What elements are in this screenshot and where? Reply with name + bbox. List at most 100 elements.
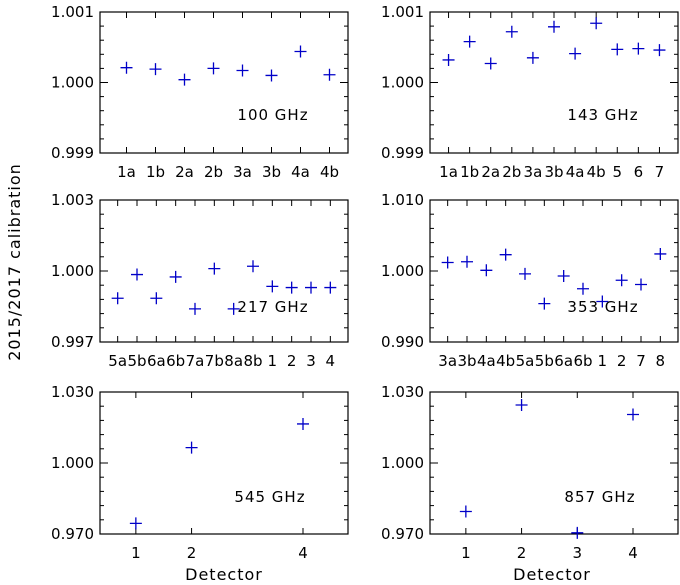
panel-100-ghz: 0.999 1.000 1.001 1a 1b 2a 2b 3a 3b 4a 4b 100 GHz	[51, 3, 349, 181]
x-tick-label: 2	[517, 544, 527, 562]
x-tick-label: 1	[268, 352, 278, 370]
panel-545-ghz: 0.970 1.000 1.030 1 2 4 545 GHz	[51, 383, 349, 562]
data-point	[461, 255, 473, 268]
panel-frequency-label: 545 GHz	[234, 488, 305, 506]
panel-217-ghz: 0.997 1.000 1.003 5a 5b 6a 6b 7a 7b 8a 8b 1 2 3 4 217 G…	[51, 191, 349, 370]
data-point	[227, 302, 240, 315]
x-tick-label: 1	[598, 352, 608, 370]
x-tick-label: 8	[656, 352, 666, 370]
x-tick-label: 7a	[186, 352, 205, 370]
panel-frequency-label: 143 GHz	[567, 106, 638, 124]
x-tick-label: 2a	[175, 163, 194, 181]
data-point	[611, 43, 624, 56]
x-tick-label: 3a	[438, 352, 457, 370]
x-tick-label: 5	[612, 163, 622, 181]
y-tick-label: 0.990	[381, 333, 424, 351]
data-point	[654, 247, 667, 260]
y-tick-label: 0.999	[381, 144, 424, 162]
data-point	[515, 399, 528, 412]
data-point	[150, 292, 163, 305]
x-axis-title-left: Detector	[185, 565, 263, 584]
x-tick-label: 7	[655, 163, 665, 181]
data-point	[577, 282, 589, 295]
plot-frame	[429, 391, 679, 535]
x-tick-label: 3b	[457, 352, 476, 370]
y-tick-label: 1.000	[51, 74, 94, 92]
y-tick-label: 0.970	[381, 525, 424, 543]
y-tick-label: 1.003	[51, 191, 94, 209]
x-tick-label: 6a	[147, 352, 166, 370]
y-axis-title: 2015/2017 calibration	[5, 163, 24, 361]
x-tick-label: 2	[287, 352, 297, 370]
x-tick-label: 6b	[166, 352, 185, 370]
y-tick-label: 1.000	[51, 454, 94, 472]
data-point	[131, 268, 143, 281]
y-tick-label: 1.000	[381, 262, 424, 280]
data-point	[285, 281, 298, 294]
x-tick-label: 3b	[544, 163, 563, 181]
x-tick-label: 3b	[262, 163, 281, 181]
y-tick-label: 1.001	[381, 3, 424, 21]
data-point	[463, 35, 476, 48]
data-point	[294, 45, 307, 58]
x-tick-label: 1a	[117, 163, 136, 181]
data-point	[120, 61, 133, 74]
y-tick-label: 0.999	[51, 144, 94, 162]
x-tick-label: 5b	[127, 352, 146, 370]
data-point	[484, 57, 497, 70]
x-tick-label: 4a	[291, 163, 310, 181]
data-point	[441, 256, 454, 269]
y-tick-label: 1.000	[51, 262, 94, 280]
y-tick-label: 1.000	[381, 454, 424, 472]
data-point	[635, 278, 647, 291]
x-tick-label: 1b	[146, 163, 165, 181]
x-tick-label: 6a	[554, 352, 573, 370]
x-tick-label: 1	[461, 544, 471, 562]
data-point	[324, 281, 337, 294]
data-point	[178, 73, 191, 86]
data-point	[596, 295, 609, 308]
x-tick-label: 4b	[320, 163, 339, 181]
x-tick-label: 4	[326, 352, 336, 370]
x-tick-label: 5b	[535, 352, 554, 370]
data-point	[129, 517, 142, 530]
x-axis-title-right: Detector	[513, 565, 591, 584]
y-tick-label: 1.010	[381, 191, 424, 209]
x-tick-label: 4	[628, 544, 638, 562]
panel-143-ghz: 0.999 1.000 1.001 1a 1b 2a 2b 3a 3b 4a 4b 5 6 7 143 GH…	[381, 3, 679, 181]
data-point	[247, 260, 259, 273]
data-point	[632, 42, 645, 55]
plot-frame	[429, 11, 679, 154]
data-point	[538, 297, 551, 310]
x-tick-label: 5a	[108, 352, 127, 370]
x-tick-label: 3	[573, 544, 583, 562]
x-tick-label: 6b	[573, 352, 592, 370]
data-point	[480, 264, 493, 277]
data-point	[615, 274, 628, 287]
x-tick-label: 4b	[587, 163, 606, 181]
data-point	[571, 526, 584, 539]
x-tick-label: 3a	[524, 163, 543, 181]
panel-857-ghz: 0.970 1.000 1.030 1 2 3 4 857 GHz	[381, 383, 679, 562]
panel-frequency-label: 857 GHz	[564, 488, 635, 506]
panel-353-ghz: 0.990 1.000 1.010 3a 3b 4a 4b 5a 5b 6a 6b 1 2 7 8 353 G…	[381, 191, 679, 370]
x-tick-label: 5a	[516, 352, 535, 370]
y-tick-label: 1.000	[381, 74, 424, 92]
panel-frequency-label: 217 GHz	[237, 298, 308, 316]
data-point	[505, 25, 518, 38]
x-tick-label: 3a	[233, 163, 252, 181]
x-tick-label: 4a	[477, 352, 496, 370]
data-point	[519, 267, 531, 280]
y-tick-label: 0.997	[51, 333, 94, 351]
data-point	[208, 262, 221, 275]
panel-frequency-label: 100 GHz	[237, 106, 308, 124]
data-point	[189, 302, 201, 315]
x-tick-label: 2	[617, 352, 627, 370]
x-tick-label: 1	[131, 544, 141, 562]
data-point	[169, 270, 182, 283]
y-tick-label: 1.001	[51, 3, 94, 21]
x-tick-label: 2a	[481, 163, 500, 181]
x-tick-label: 8b	[243, 352, 262, 370]
data-point	[627, 408, 639, 421]
x-tick-label: 4a	[566, 163, 585, 181]
